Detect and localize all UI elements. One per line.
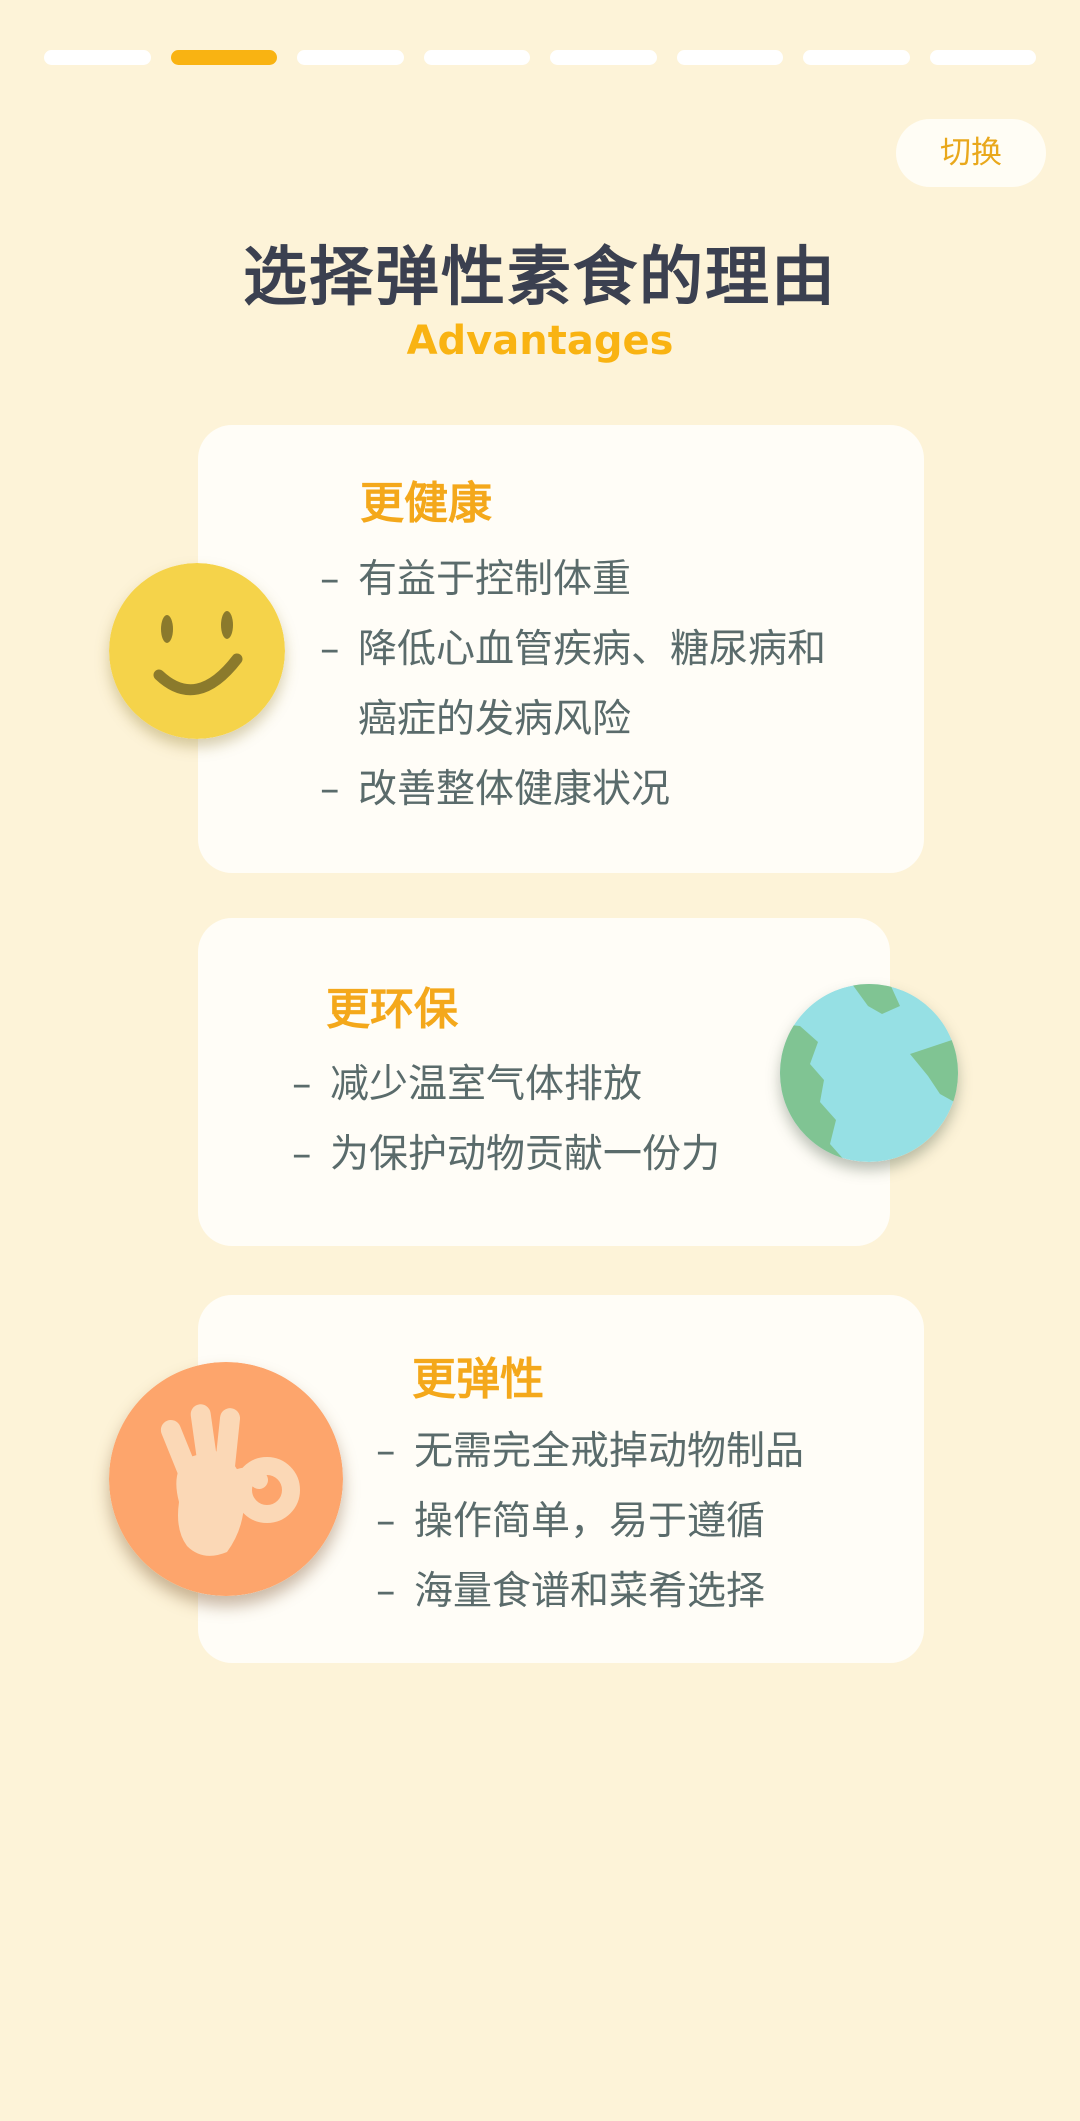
story-progress-bar — [44, 50, 1036, 65]
card-title: 更环保 — [326, 984, 458, 1035]
page-subtitle: Advantages — [406, 318, 674, 364]
earth-globe-icon — [780, 984, 958, 1162]
progress-segment-7 — [803, 50, 910, 65]
smiley-face-icon — [109, 563, 285, 739]
list-item: – 降低心血管疾病、糖尿病和 癌症的发病风险 — [320, 627, 827, 742]
list-item: – 无需完全戒掉动物制品 — [376, 1429, 805, 1474]
list-item: – 海量食谱和菜肴选择 — [376, 1569, 766, 1614]
card-list: – 有益于控制体重 – 降低心血管疾病、糖尿病和 癌症的发病风险 – 改善整体健康状况 — [320, 545, 900, 825]
advantage-card-health: 更健康 – 有益于控制体重 – 降低心血管疾病、糖尿病和 癌症的发病风险 – 改善整体… — [198, 425, 924, 873]
list-item: – 减少温室气体排放 — [292, 1062, 643, 1107]
ok-hand-icon — [109, 1362, 343, 1596]
progress-segment-1 — [44, 50, 151, 65]
page-title: 选择弹性素食的理由 — [243, 241, 837, 315]
card-list: – 无需完全戒掉动物制品 – 操作简单，易于遵循 – 海量食谱和菜肴选择 — [376, 1417, 896, 1627]
card-title: 更弹性 — [412, 1354, 544, 1405]
list-item: – 为保护动物贡献一份力 — [292, 1132, 721, 1177]
progress-segment-2-active — [170, 50, 277, 65]
progress-segment-3 — [297, 50, 404, 65]
list-item: – 改善整体健康状况 — [320, 767, 671, 812]
progress-segment-6 — [676, 50, 783, 65]
advantage-card-environment: 更环保 – 减少温室气体排放 – 为保护动物贡献一份力 — [198, 918, 890, 1246]
card-list: – 减少温室气体排放 – 为保护动物贡献一份力 — [292, 1050, 852, 1190]
list-item: – 有益于控制体重 — [320, 557, 632, 602]
progress-segment-8 — [929, 50, 1036, 65]
card-title: 更健康 — [360, 478, 492, 529]
switch-button[interactable]: 切换 — [896, 119, 1046, 187]
list-item: – 操作简单，易于遵循 — [376, 1499, 766, 1544]
progress-segment-5 — [550, 50, 657, 65]
progress-segment-4 — [423, 50, 530, 65]
